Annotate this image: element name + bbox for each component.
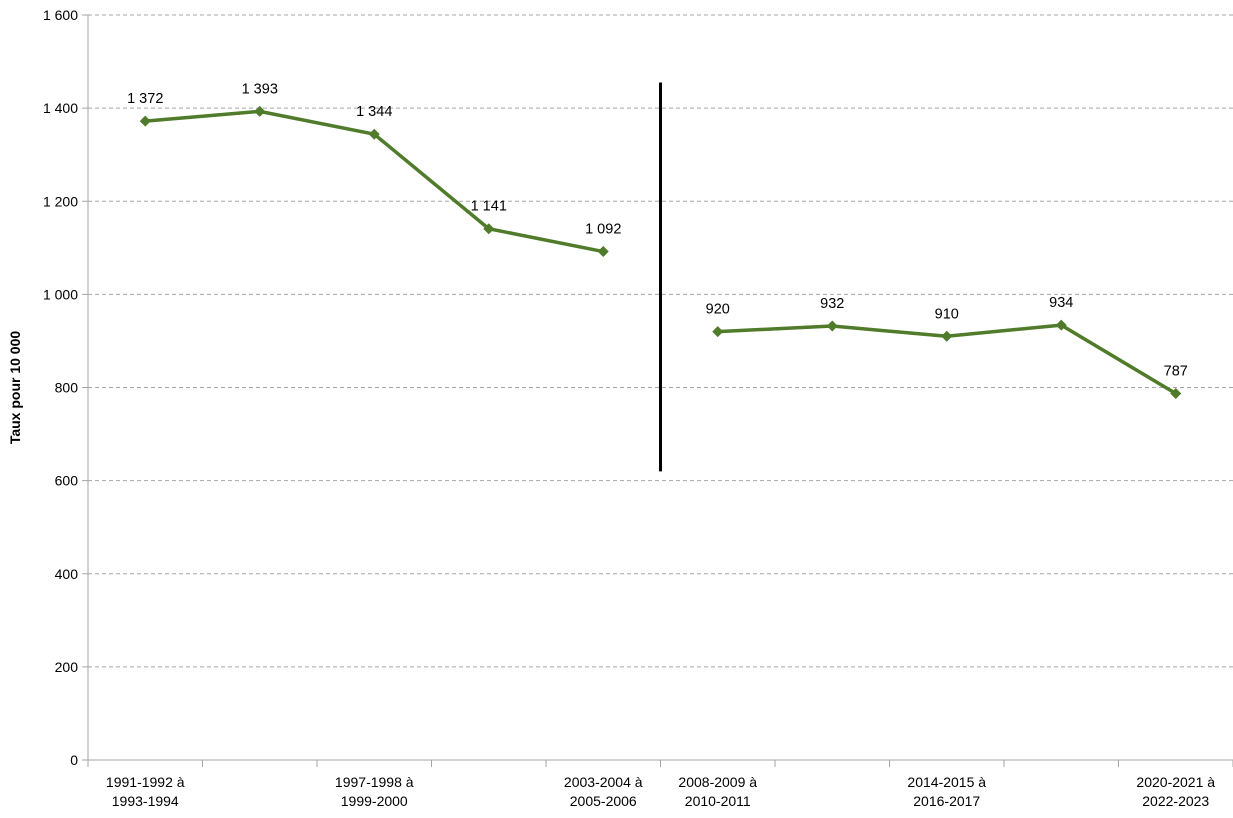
data-point: [941, 330, 953, 342]
data-point: [1055, 319, 1067, 331]
y-tick-label: 0: [70, 752, 78, 768]
x-tick-label: 1991-1992 à 1993-1994: [106, 774, 185, 809]
x-tick-label: 2020-2021 à 2022-2023: [1136, 774, 1215, 809]
data-label: 1 141: [471, 199, 507, 215]
data-point: [254, 105, 266, 117]
data-points: [139, 105, 1182, 400]
data-label: 932: [820, 296, 844, 312]
data-label: 1 092: [585, 222, 621, 238]
data-label: 787: [1164, 364, 1188, 380]
x-tick-label: 2014-2015 à 2016-2017: [907, 774, 986, 809]
data-label: 920: [706, 302, 730, 318]
x-tick-label: 1997-1998 à 1999-2000: [335, 774, 414, 809]
y-tick-label: 600: [55, 473, 79, 489]
y-axis-label: Taux pour 10 000: [7, 331, 23, 445]
y-tick-label: 1 200: [43, 193, 78, 209]
data-point: [139, 115, 151, 127]
x-tick-label: 2008-2009 à 2010-2011: [678, 774, 757, 809]
data-point: [368, 128, 380, 140]
y-tick-label: 800: [55, 380, 79, 396]
y-tick-label: 200: [55, 659, 79, 675]
data-point: [597, 246, 609, 258]
y-tick-label: 1 000: [43, 286, 78, 302]
data-labels: 1 372 1 393 1 344 1 141 1 092 920 932 910 934 787: [127, 81, 1188, 379]
grid-lines: [88, 14, 1233, 668]
data-point: [712, 326, 724, 338]
data-point: [1170, 388, 1182, 400]
x-tick-label: 2003-2004 à 2005-2006: [564, 774, 643, 809]
data-point: [826, 320, 838, 332]
data-label: 934: [1049, 295, 1073, 311]
y-axis-ticks: 0 200 400 600 800 1 000 1 200 1 400 1 600: [43, 7, 88, 768]
x-axis-ticks: 1991-1992 à 1993-1994 1997-1998 à 1999-2000…: [87, 760, 1233, 809]
data-label: 1 372: [127, 91, 163, 107]
data-point: [483, 223, 495, 235]
y-tick-label: 400: [55, 566, 79, 582]
y-tick-label: 1 400: [43, 100, 78, 116]
data-label: 1 393: [242, 81, 278, 97]
y-tick-label: 1 600: [43, 7, 78, 23]
data-label: 910: [935, 306, 959, 322]
data-label: 1 344: [356, 104, 392, 120]
